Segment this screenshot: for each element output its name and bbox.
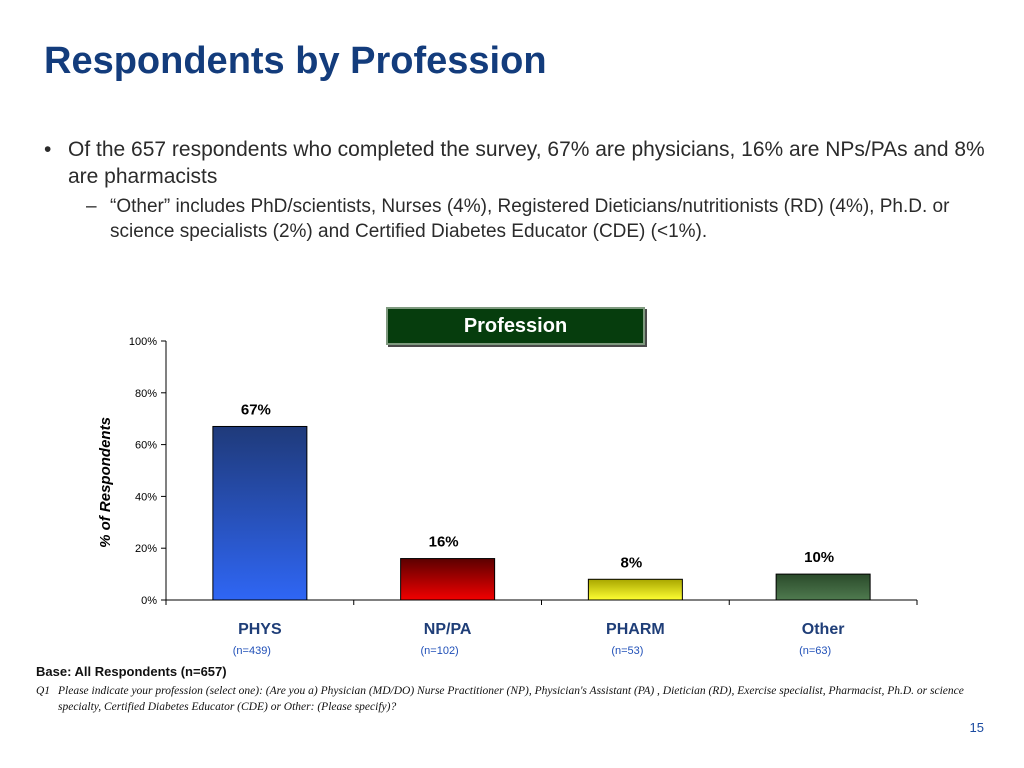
y-tick-label: 60% [135,440,157,452]
question-number: Q1 [36,685,51,697]
question-note: Q1 Please indicate your profession (sele… [36,683,966,715]
y-tick-label: 0% [141,595,157,607]
x-tick-label: Other [802,621,845,638]
bullet-list: • Of the 657 respondents who completed t… [44,136,994,244]
page-number: 15 [969,720,984,735]
x-sublabel: (n=439) [233,645,271,657]
x-sublabel: (n=63) [799,645,831,657]
bullet-main-text: Of the 657 respondents who completed the… [68,138,985,188]
bullet-dash-icon: – [86,196,97,217]
x-tick-label: NP/PA [424,621,472,638]
x-sublabel: (n=102) [421,645,459,657]
question-text: Please indicate your profession (select … [58,685,964,713]
y-axis-label: % of Respondents [97,417,114,548]
y-tick-label: 20% [135,543,157,555]
bullet-main: • Of the 657 respondents who completed t… [44,136,994,190]
data-label: 16% [429,534,459,551]
bullet-dot-icon: • [44,138,52,161]
bar-nppa [400,558,496,601]
x-sublabel: (n=53) [611,645,643,657]
y-tick-label: 40% [135,491,157,503]
chart-title: Profession [386,307,645,345]
y-tick-label: 80% [135,388,157,400]
bar-other [775,573,871,601]
page-title: Respondents by Profession [44,40,547,82]
base-note: Base: All Respondents (n=657) [36,664,227,679]
y-tick-label: 100% [129,336,157,348]
bar-phys [212,425,308,601]
bullet-sub-text: “Other” includes PhD/scientists, Nurses … [110,196,950,242]
x-tick-label: PHYS [238,621,282,638]
data-label: 8% [621,554,643,571]
data-label: 67% [241,401,271,418]
x-tick-label: PHARM [606,621,665,638]
bar-pharm [587,578,683,601]
data-label: 10% [804,549,834,566]
bullet-sub: – “Other” includes PhD/scientists, Nurse… [44,194,994,244]
